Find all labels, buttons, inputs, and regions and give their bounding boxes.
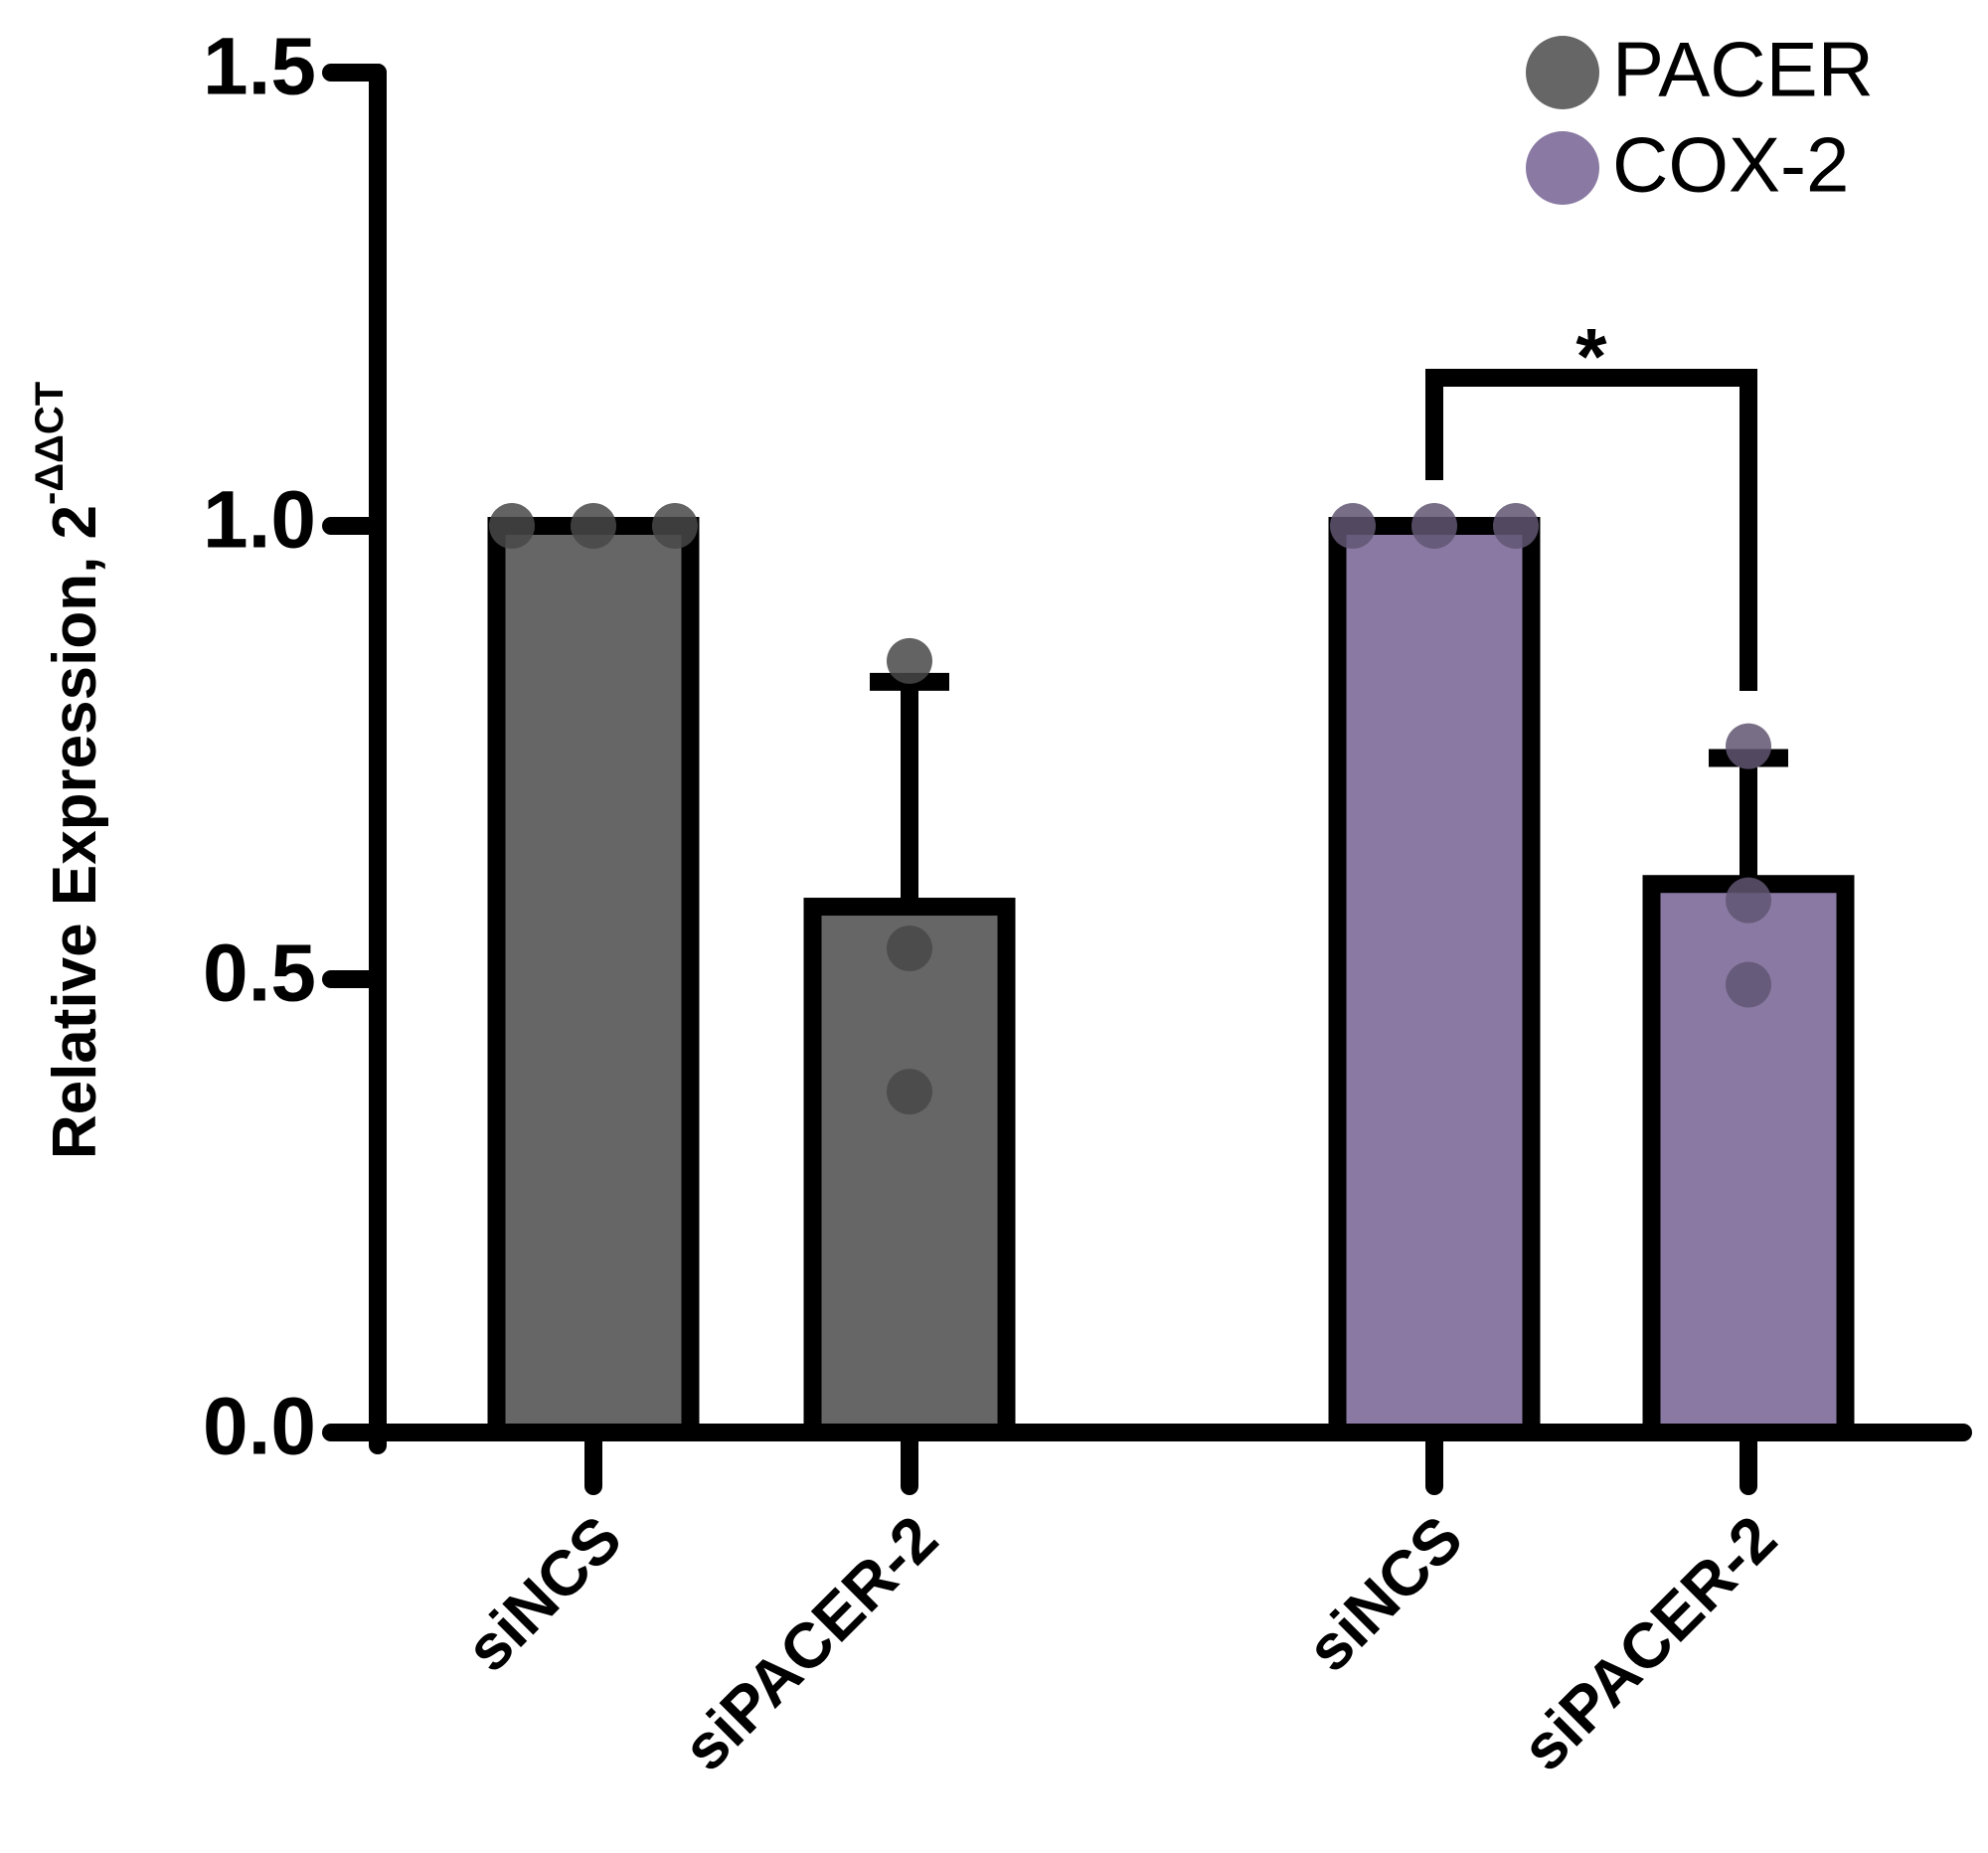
data-point <box>1493 503 1539 549</box>
bar <box>803 898 1016 1441</box>
data-point <box>1411 503 1457 549</box>
significance-bracket <box>1425 369 1757 691</box>
y-axis-label-text: Relative Expression, 2 <box>41 505 109 1159</box>
legend-marker <box>1526 36 1599 109</box>
x-tick-label: siNCS <box>452 1502 635 1685</box>
significance-label: * <box>1575 312 1607 401</box>
y-tick-label: 1.5 <box>203 22 316 112</box>
data-point <box>887 637 932 684</box>
data-point <box>1330 503 1376 549</box>
x-tick-label: siPACER-2 <box>1508 1502 1790 1784</box>
data-point <box>571 503 616 549</box>
data-point <box>1726 723 1771 769</box>
legend-marker <box>1526 131 1599 205</box>
y-tick-label: 1.0 <box>203 475 316 566</box>
data-point <box>652 503 698 549</box>
y-tick-label: 0.5 <box>203 928 316 1019</box>
y-tick-label: 0.0 <box>203 1382 316 1472</box>
data-point <box>1726 877 1771 924</box>
y-axis-label-superscript: -ΔΔCT <box>28 382 72 505</box>
bar <box>487 517 700 1441</box>
x-tick-label: siNCS <box>1293 1502 1476 1685</box>
legend-label: PACER <box>1612 26 1874 113</box>
data-point <box>489 503 535 549</box>
data-point <box>1726 961 1771 1008</box>
y-axis-label: Relative Expression, 2-ΔΔCT <box>28 382 110 1159</box>
data-point <box>887 925 932 971</box>
legend-label: COX-2 <box>1612 121 1849 209</box>
x-tick-label: siPACER-2 <box>669 1502 951 1784</box>
bar <box>1328 517 1541 1441</box>
data-point <box>887 1069 932 1115</box>
